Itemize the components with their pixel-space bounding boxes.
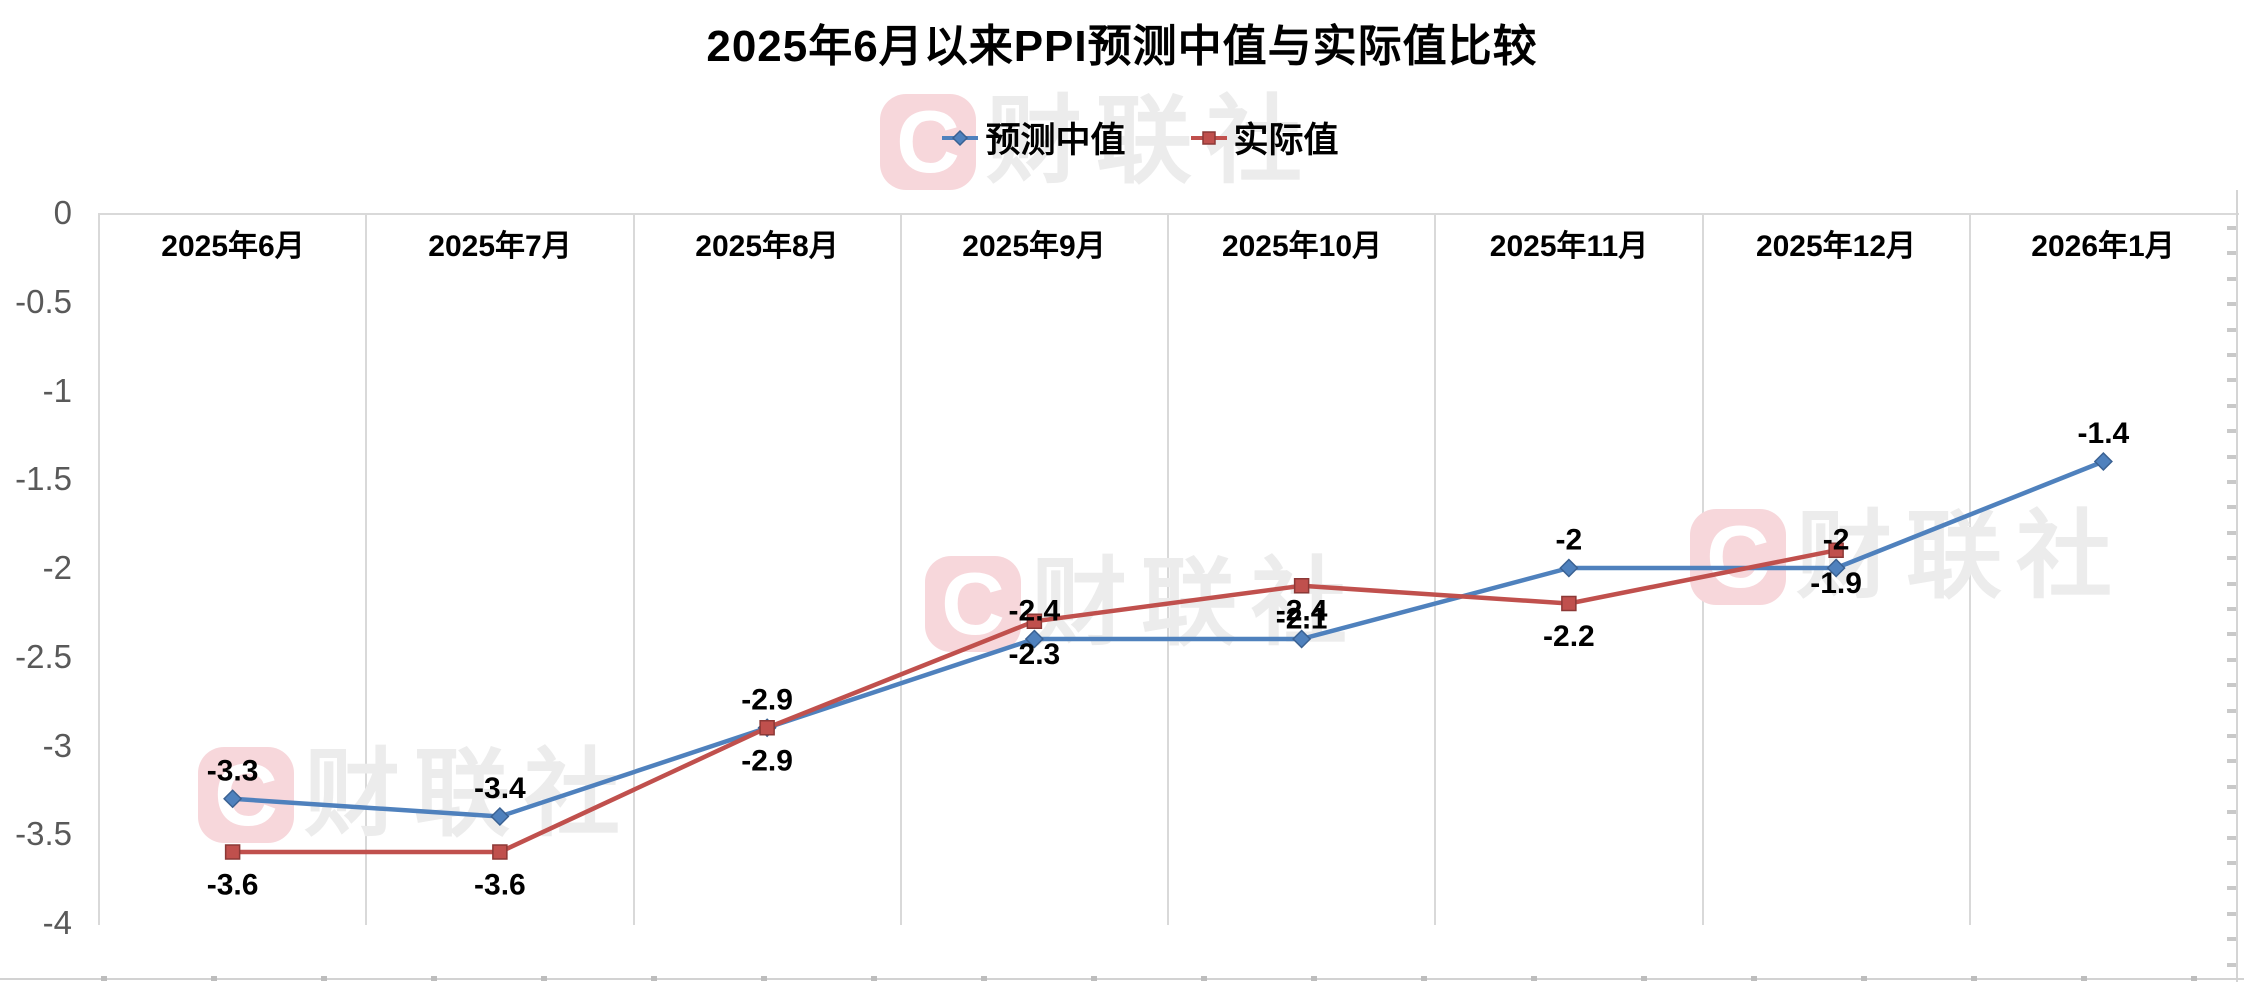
bottom-axis-tick xyxy=(101,976,107,981)
bottom-axis-tick xyxy=(2191,976,2197,981)
month-label: 2025年12月 xyxy=(1755,230,1917,263)
forecast-line-marker-icon xyxy=(942,129,979,146)
right-axis-tick xyxy=(2227,455,2236,459)
right-axis-tick xyxy=(2227,861,2236,865)
bottom-axis-tick xyxy=(1641,976,1647,981)
right-axis-tick xyxy=(2227,582,2236,586)
bottom-axis-tick xyxy=(981,976,987,981)
month-label: 2025年7月 xyxy=(428,230,572,263)
right-axis-tick xyxy=(2227,277,2236,281)
right-axis-tick xyxy=(2227,785,2236,789)
y-axis-label: -3.5 xyxy=(15,815,72,852)
y-axis-label: -3 xyxy=(42,727,72,764)
month-label: 2025年6月 xyxy=(161,230,305,263)
right-axis-tick xyxy=(2227,734,2236,738)
bottom-axis-tick xyxy=(1861,976,1867,981)
y-axis-label: 0 xyxy=(53,194,72,231)
y-axis-label: -1.5 xyxy=(15,460,72,497)
bottom-axis-tick xyxy=(321,976,327,981)
bottom-axis-tick xyxy=(761,976,767,981)
y-axis-label: -1 xyxy=(42,372,72,409)
right-axis-tick xyxy=(2227,836,2236,840)
bottom-axis-tick xyxy=(651,976,657,981)
month-label: 2026年1月 xyxy=(2031,230,2175,263)
actual-line-marker-icon xyxy=(1190,130,1227,145)
right-axis-tick xyxy=(2227,759,2236,763)
y-axis-label: -4 xyxy=(42,904,72,941)
bottom-axis-line xyxy=(0,978,2244,980)
legend-item-forecast[interactable]: 预测中值 xyxy=(941,112,1126,163)
right-axis-tick xyxy=(2227,378,2236,382)
right-axis-tick xyxy=(2227,302,2236,306)
right-axis-tick xyxy=(2227,658,2236,662)
bottom-axis-tick xyxy=(871,976,877,981)
right-axis-line xyxy=(2236,190,2238,982)
legend-label-actual: 实际值 xyxy=(1233,121,1339,160)
right-axis-tick xyxy=(2227,328,2236,332)
y-axis-label: -2.5 xyxy=(15,638,72,675)
legend: 预测中值 实际值 xyxy=(18,112,2244,163)
bottom-axis-tick xyxy=(1971,976,1977,981)
right-axis-tick xyxy=(2227,886,2236,890)
right-axis-tick xyxy=(2227,912,2236,916)
bottom-axis-tick xyxy=(1421,976,1427,981)
month-label: 2025年8月 xyxy=(695,230,839,263)
bottom-axis-tick xyxy=(1201,976,1207,981)
watermark-brand-text: 财联社 xyxy=(986,88,1316,195)
right-axis-tick xyxy=(2227,556,2236,560)
right-axis-tick xyxy=(2227,683,2236,687)
month-label: 2025年10月 xyxy=(1221,230,1383,263)
bottom-axis-tick xyxy=(1311,976,1317,981)
month-label: 2025年9月 xyxy=(962,230,1106,263)
right-axis-tick xyxy=(2227,531,2236,535)
right-axis-tick xyxy=(2227,429,2236,433)
bottom-axis-tick xyxy=(541,976,547,981)
right-axis-tick xyxy=(2227,251,2236,255)
bottom-axis-tick xyxy=(1091,976,1097,981)
y-axis-label: -2 xyxy=(42,549,72,586)
y-axis-line xyxy=(98,214,100,925)
legend-item-actual[interactable]: 实际值 xyxy=(1190,112,1339,163)
right-axis-tick xyxy=(2227,505,2236,509)
bottom-axis-tick xyxy=(1531,976,1537,981)
right-axis-tick xyxy=(2227,404,2236,408)
right-axis-tick xyxy=(2227,353,2236,357)
right-axis-tick xyxy=(2227,963,2236,967)
right-axis-tick xyxy=(2227,709,2236,713)
bottom-axis-tick xyxy=(431,976,437,981)
month-label: 2025年11月 xyxy=(1489,230,1649,263)
right-axis-tick xyxy=(2227,480,2236,484)
y-axis-label: -0.5 xyxy=(15,283,72,320)
legend-label-forecast: 预测中值 xyxy=(985,121,1126,160)
bottom-axis-tick xyxy=(1751,976,1757,981)
right-axis-tick xyxy=(2227,632,2236,636)
right-axis-tick xyxy=(2227,937,2236,941)
bottom-axis-tick xyxy=(211,976,217,981)
right-axis-tick xyxy=(2227,810,2236,814)
right-axis-tick xyxy=(2227,226,2236,230)
right-axis-tick xyxy=(2227,607,2236,611)
bottom-axis-tick xyxy=(2081,976,2087,981)
